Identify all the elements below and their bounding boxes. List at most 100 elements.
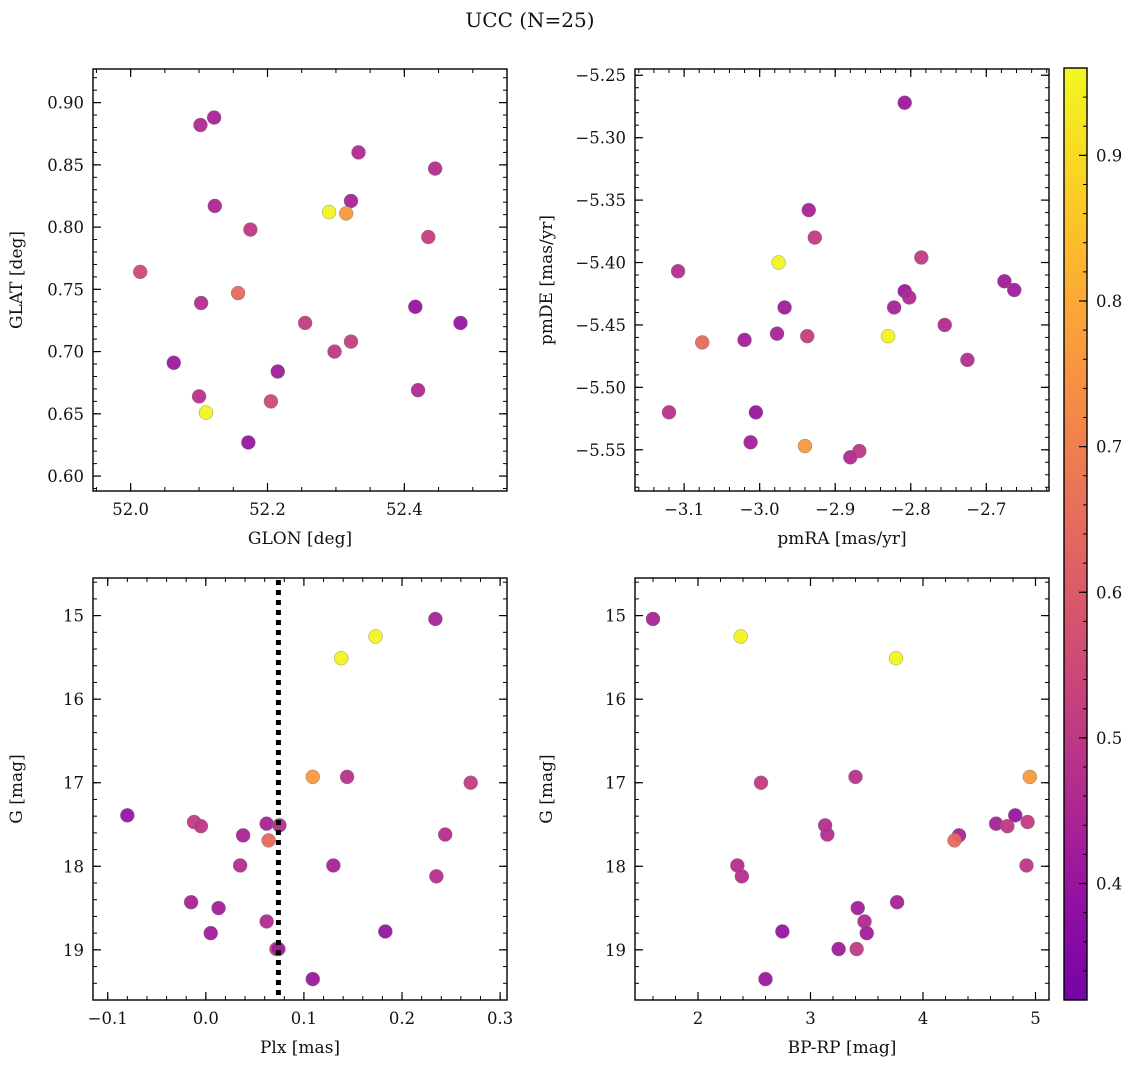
data-point-17 — [737, 332, 752, 348]
x-tick-label: −0.1 — [88, 1009, 128, 1028]
data-point-24 — [198, 405, 214, 420]
x-tick-label: −3.0 — [740, 500, 780, 519]
data-point-19 — [960, 352, 975, 368]
x-tick-label: 52.2 — [249, 500, 286, 519]
x-tick-label: 52.0 — [112, 500, 149, 519]
data-point-23 — [263, 394, 279, 409]
data-point-19 — [166, 355, 181, 370]
axes-frame — [92, 68, 508, 492]
y-tick-label: 0.60 — [47, 467, 84, 486]
data-point-5 — [848, 769, 863, 785]
x-tick-label: 52.4 — [386, 500, 423, 519]
y-tick-label: 19 — [605, 941, 626, 960]
data-point-25 — [241, 435, 256, 450]
data-point-2 — [733, 629, 748, 644]
data-point-14 — [408, 299, 423, 314]
minor-ticks — [635, 578, 1049, 1001]
colorbar: 0.4 0.5 0.6 0.7 0.8 0.9 — [1063, 67, 1122, 1001]
data-point-16 — [326, 858, 341, 873]
colorbar-tick-label: 0.6 — [1096, 583, 1122, 602]
data-point-15 — [232, 858, 248, 873]
data-point-1 — [206, 110, 222, 125]
y-tick-label: 17 — [63, 774, 84, 793]
y-tick-label: −5.55 — [575, 441, 626, 460]
data-point-14 — [769, 326, 785, 341]
data-point-12 — [230, 285, 246, 301]
scatter-panel-2: −3.1 −3.0 −2.9 −2.8 −2.7 −5.55 −5.50 −5.45 −5.40… — [537, 66, 1050, 549]
data-point-7 — [1008, 808, 1023, 823]
data-point-6 — [670, 264, 686, 279]
data-point-9 — [259, 816, 274, 831]
x-tick-label: 0.0 — [193, 1009, 219, 1028]
data-point-2 — [193, 117, 208, 133]
data-point-13 — [937, 317, 952, 333]
x-axis-label: BP-RP [mag] — [788, 1038, 897, 1058]
data-point-4 — [1022, 769, 1038, 785]
y-tick-label: 15 — [63, 607, 84, 626]
axes-frame — [92, 577, 508, 1001]
points — [645, 611, 1038, 987]
data-point-15 — [800, 328, 815, 344]
data-point-22 — [191, 389, 207, 404]
x-tick-label: −3.1 — [664, 500, 704, 519]
figure-title: UCC (N=25) — [465, 8, 594, 32]
data-point-6 — [753, 775, 769, 790]
scatter-panel-3: −0.1 0.0 0.1 0.2 0.3 15 16 17 18 19 Plx [mas] G [ma… — [7, 577, 513, 1058]
data-point-6 — [207, 198, 223, 214]
points — [133, 110, 468, 450]
x-tick-label: 4 — [918, 1009, 929, 1028]
data-point-18 — [183, 895, 199, 910]
y-tick-label: 18 — [605, 857, 626, 876]
data-point-22 — [743, 435, 758, 450]
scatter-panel-4: 2 3 4 5 15 16 17 18 19 BP-RP [mag] G [mag] — [537, 577, 1050, 1058]
data-point-13 — [437, 827, 453, 842]
data-point-15 — [453, 315, 468, 331]
data-point-25 — [843, 450, 858, 465]
y-tick-label: 0.75 — [47, 280, 84, 299]
data-point-3 — [334, 651, 349, 666]
data-point-11 — [886, 300, 902, 315]
y-tick-label: 0.70 — [47, 343, 84, 362]
axes-frame — [634, 68, 1050, 492]
data-point-16 — [297, 315, 313, 331]
minor-ticks — [93, 69, 508, 491]
colorbar-tick-label: 0.7 — [1096, 438, 1122, 457]
data-point-7 — [321, 204, 337, 220]
y-tick-label: −5.35 — [575, 191, 626, 210]
data-point-8 — [338, 206, 354, 221]
data-point-18 — [327, 344, 342, 359]
minor-ticks — [93, 578, 507, 1001]
scatter-panel-1: 52.0 52.2 52.4 0.60 0.65 0.70 0.75 0.80 0.85 0.90… — [7, 68, 508, 549]
y-axis-label: pmDE [mas/yr] — [537, 215, 557, 345]
data-point-17 — [429, 869, 444, 884]
data-point-14 — [261, 833, 276, 848]
x-tick-label: −2.7 — [966, 500, 1006, 519]
y-axis-label: GLAT [deg] — [7, 231, 27, 329]
x-tick-label: 2 — [693, 1009, 704, 1028]
data-point-19 — [211, 900, 226, 916]
data-point-10 — [193, 818, 209, 834]
data-point-25 — [305, 971, 320, 987]
x-tick-label: 0.1 — [291, 1009, 317, 1028]
axes-frame — [634, 577, 1050, 1001]
x-tick-label: 0.3 — [487, 1009, 513, 1028]
data-point-5 — [343, 193, 359, 209]
data-point-5 — [914, 250, 929, 265]
y-tick-label: 0.80 — [47, 218, 84, 237]
minor-ticks — [635, 69, 1049, 491]
data-point-2 — [368, 629, 383, 644]
data-point-13 — [193, 295, 209, 311]
y-axis-label: G [mag] — [7, 754, 27, 823]
panels: 52.0 52.2 52.4 0.60 0.65 0.70 0.75 0.80 0.85 0.90… — [7, 66, 1050, 1058]
y-tick-label: 18 — [63, 857, 84, 876]
points — [120, 611, 478, 987]
data-point-21 — [203, 925, 218, 941]
data-point-1 — [645, 611, 661, 627]
x-axis-label: pmRA [mas/yr] — [777, 529, 906, 549]
data-point-3 — [888, 651, 904, 666]
data-point-14 — [947, 833, 962, 848]
x-tick-label: −2.8 — [891, 500, 931, 519]
data-point-17 — [734, 869, 750, 884]
y-tick-label: 15 — [605, 607, 626, 626]
